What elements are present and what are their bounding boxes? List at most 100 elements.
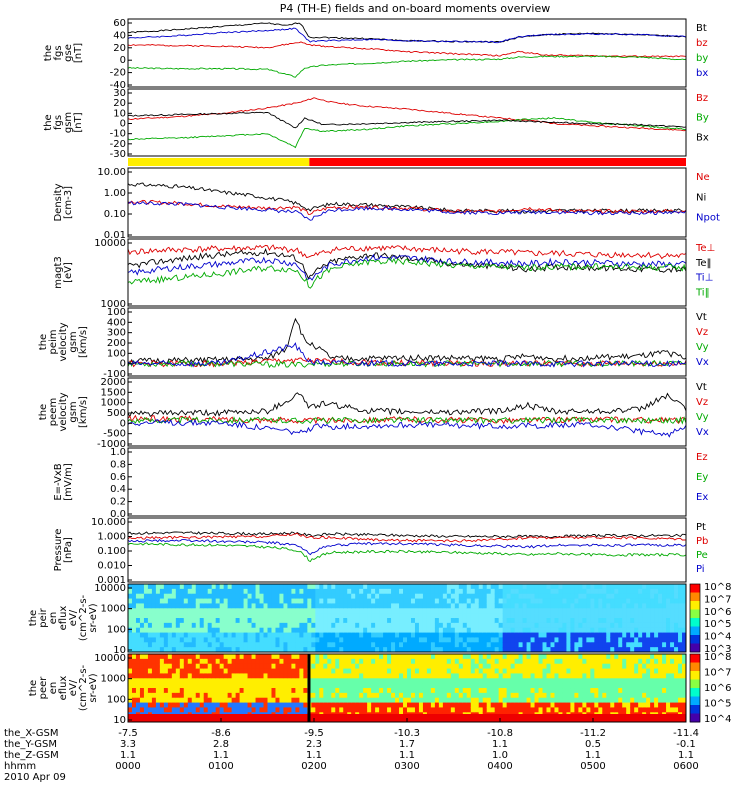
spectrogram-cell bbox=[263, 673, 269, 679]
spectrogram-cell bbox=[235, 688, 241, 694]
spectrogram-cell bbox=[606, 608, 611, 614]
spectrogram-cell bbox=[642, 668, 647, 675]
spectrogram-cell bbox=[666, 637, 671, 643]
spectrogram-cell bbox=[287, 688, 293, 694]
spectrogram-cell bbox=[582, 608, 587, 614]
y-tick-label: 0.01 bbox=[104, 230, 126, 241]
spectrogram-cell bbox=[634, 593, 639, 600]
spectrogram-cell bbox=[682, 588, 686, 595]
spectrogram-cell bbox=[251, 673, 257, 679]
spectrogram-cell bbox=[442, 632, 448, 639]
spectrogram-cell bbox=[151, 603, 157, 609]
spectrogram-cell bbox=[518, 608, 524, 614]
spectrogram-cell bbox=[658, 618, 663, 624]
spectrogram-cell bbox=[199, 654, 205, 660]
spectrogram-cell bbox=[418, 642, 424, 648]
spectrogram-cell bbox=[414, 637, 420, 643]
spectrogram-cell bbox=[335, 598, 340, 605]
spectrogram-cell bbox=[379, 613, 384, 619]
spectrogram-cell bbox=[347, 642, 352, 648]
spectrogram-cell bbox=[638, 603, 643, 609]
spectrogram-cell bbox=[546, 673, 552, 679]
y-tick-label: 1000 bbox=[101, 299, 126, 310]
spectrogram-cell bbox=[538, 632, 544, 639]
spectrogram-cell bbox=[594, 584, 599, 590]
spectrogram-cell bbox=[243, 603, 249, 609]
spectrogram-cell bbox=[263, 603, 269, 609]
spectrogram-cell bbox=[662, 608, 667, 614]
spectrogram-cell bbox=[414, 702, 420, 709]
spectrogram-cell bbox=[506, 697, 512, 704]
spectrogram-cell bbox=[315, 627, 320, 634]
spectrogram-cell bbox=[211, 692, 217, 699]
spectrogram-cell bbox=[630, 603, 635, 609]
spectrogram-cell bbox=[143, 658, 149, 665]
spectrogram-cell bbox=[379, 598, 384, 605]
spectrogram-cell bbox=[303, 622, 308, 629]
spectrogram-cell bbox=[375, 683, 380, 689]
spectrogram-cell bbox=[319, 637, 324, 643]
spectrogram-cell bbox=[582, 627, 587, 634]
spectrogram-cell bbox=[371, 692, 376, 699]
spectrogram-cell bbox=[271, 688, 277, 694]
spectrogram-cell bbox=[331, 642, 336, 648]
spectrogram-cell bbox=[434, 658, 440, 665]
spectrogram-cell bbox=[219, 588, 225, 595]
spectrogram-cell bbox=[670, 658, 675, 665]
spectrogram-cell bbox=[163, 622, 169, 629]
spectrogram-cell bbox=[295, 658, 300, 665]
spectrogram-cell bbox=[311, 613, 316, 619]
spectrogram-cell bbox=[662, 637, 667, 643]
spectrogram-cell bbox=[279, 632, 285, 639]
spectrogram-cell bbox=[474, 702, 480, 709]
spectrogram-cell bbox=[219, 647, 225, 652]
spectrogram-cell bbox=[403, 637, 408, 643]
spectrogram-cell bbox=[151, 598, 157, 605]
colorbar-band bbox=[690, 635, 700, 644]
spectrogram-cell bbox=[630, 584, 635, 590]
series-group bbox=[128, 182, 686, 221]
spectrogram-cell bbox=[550, 622, 556, 629]
spectrogram-cell bbox=[211, 654, 217, 660]
spectrogram-cell bbox=[434, 584, 440, 590]
spectrogram-cell bbox=[323, 618, 328, 624]
spectrogram-cell bbox=[203, 603, 209, 609]
spectrogram-cell bbox=[638, 658, 643, 665]
spectrogram-cell bbox=[530, 588, 536, 595]
y-tick-label: 40 bbox=[113, 30, 126, 41]
spectrogram-cell bbox=[574, 647, 579, 652]
spectrogram-cell bbox=[135, 663, 141, 670]
spectrogram-cell bbox=[566, 593, 572, 600]
spectrogram-cell bbox=[335, 618, 340, 624]
spectrogram-cell bbox=[155, 613, 161, 619]
spectrogram-cell bbox=[339, 654, 344, 660]
spectrogram-cell bbox=[506, 603, 512, 609]
spectrogram-cell bbox=[199, 678, 205, 684]
spectrogram-cell bbox=[646, 598, 651, 605]
spectrogram-cell bbox=[562, 673, 568, 679]
spectrogram-cell bbox=[638, 613, 643, 619]
spectrogram-cell bbox=[518, 663, 524, 670]
spectrogram-cell bbox=[614, 608, 619, 614]
spectrogram-cell bbox=[542, 608, 548, 614]
spectrogram-cell bbox=[128, 668, 133, 675]
spectrogram-cell bbox=[438, 668, 444, 675]
spectrogram-cell bbox=[235, 668, 241, 675]
spectrogram-cell bbox=[506, 632, 512, 639]
spectrogram-cell bbox=[502, 598, 508, 605]
spectrogram-cell bbox=[263, 632, 269, 639]
spectrogram-cell bbox=[674, 618, 679, 624]
spectrogram-cell bbox=[666, 627, 671, 634]
spectrogram-cell bbox=[582, 593, 587, 600]
spectrogram-cell bbox=[682, 702, 686, 709]
spectrogram-cell bbox=[482, 584, 488, 590]
spectrogram-cell bbox=[502, 584, 508, 590]
spectrogram-cell bbox=[518, 632, 524, 639]
spectrogram-cell bbox=[470, 613, 476, 619]
panel-frame bbox=[127, 517, 687, 583]
spectrogram-cell bbox=[582, 668, 587, 675]
colorbar-band bbox=[690, 654, 700, 663]
spectrogram-cell bbox=[351, 637, 356, 643]
spectrogram-cell bbox=[183, 603, 189, 609]
